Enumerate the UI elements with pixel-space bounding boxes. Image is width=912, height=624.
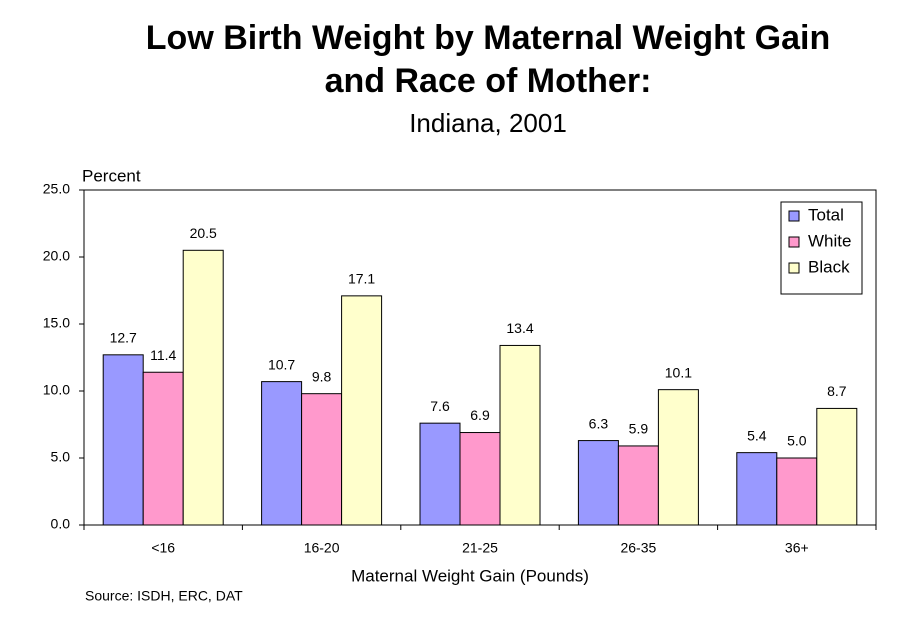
value-label: 10.1 [665,364,692,380]
bar [499,344,541,526]
bar [142,371,184,526]
bar [102,354,144,526]
value-label: 5.4 [747,427,767,443]
source-note: Source: ISDH, ERC, DAT [85,588,243,604]
value-label: 20.5 [190,225,217,241]
bar [736,452,778,526]
x-tick-label: <16 [151,540,175,556]
value-label: 13.4 [506,320,533,336]
chart-title: and Race of Mother: [325,62,652,100]
bar [657,389,699,526]
x-tick-label: 26-35 [620,540,656,556]
bar [419,422,461,526]
y-tick-label: 0.0 [51,516,71,532]
value-label: 5.9 [629,421,649,437]
legend-label: Black [808,257,850,276]
y-tick-label: 25.0 [43,181,70,197]
chart-title: Low Birth Weight by Maternal Weight Gain [146,19,830,57]
x-tick-label: 21-25 [462,540,498,556]
y-tick-label: 20.0 [43,248,70,264]
value-label: 7.6 [430,398,450,414]
bar [182,249,224,526]
value-label: 11.4 [150,347,176,363]
x-axis-title: Maternal Weight Gain (Pounds) [351,566,589,585]
bar [816,407,858,526]
value-label: 6.3 [589,415,609,431]
bar [577,440,619,526]
legend-swatch [788,262,800,274]
x-tick-label: 16-20 [304,540,340,556]
value-label: 17.1 [348,271,375,287]
value-label: 8.7 [827,383,847,399]
bar [617,445,659,526]
y-tick-label: 10.0 [43,382,70,398]
value-label: 12.7 [110,330,137,346]
y-tick-label: 5.0 [51,449,71,465]
y-tick-label: 15.0 [43,315,70,331]
x-tick-label: 36+ [785,540,809,556]
y-axis-title: Percent [82,166,141,185]
bar [776,457,818,526]
legend-label: Total [808,205,844,224]
value-label: 5.0 [787,433,807,449]
bar [459,432,501,526]
legend-swatch [788,236,800,248]
chart-subtitle: Indiana, 2001 [409,108,567,138]
value-label: 9.8 [312,368,332,384]
legend-label: White [808,231,851,250]
value-label: 6.9 [470,407,490,423]
bar [261,381,303,526]
legend-swatch [788,210,800,222]
bar [341,295,383,526]
value-label: 10.7 [268,356,295,372]
bar [301,393,343,526]
